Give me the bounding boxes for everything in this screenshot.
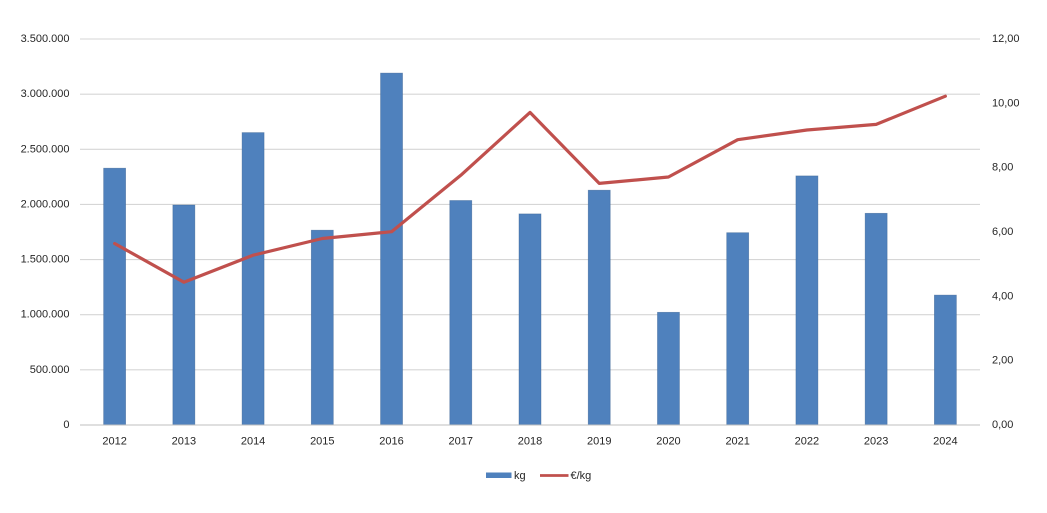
svg-text:0: 0: [63, 419, 69, 431]
svg-text:3.500.000: 3.500.000: [21, 33, 70, 45]
svg-text:2023: 2023: [864, 436, 888, 448]
svg-text:2016: 2016: [379, 436, 403, 448]
svg-text:0,00: 0,00: [992, 419, 1013, 431]
svg-text:1.000.000: 1.000.000: [21, 309, 70, 321]
svg-text:2022: 2022: [795, 436, 819, 448]
svg-text:8,00: 8,00: [992, 162, 1013, 174]
svg-text:1.500.000: 1.500.000: [21, 254, 70, 266]
svg-text:2,00: 2,00: [992, 355, 1013, 367]
svg-text:2024: 2024: [933, 436, 957, 448]
svg-text:12,00: 12,00: [992, 33, 1020, 45]
svg-text:2.500.000: 2.500.000: [21, 143, 70, 155]
svg-text:kg: kg: [514, 470, 526, 482]
svg-text:2015: 2015: [310, 436, 334, 448]
svg-text:2.000.000: 2.000.000: [21, 198, 70, 210]
svg-text:2017: 2017: [449, 436, 473, 448]
svg-text:2012: 2012: [102, 436, 126, 448]
svg-text:2013: 2013: [172, 436, 196, 448]
svg-text:2019: 2019: [587, 436, 611, 448]
svg-text:10,00: 10,00: [992, 97, 1020, 109]
svg-text:2021: 2021: [725, 436, 749, 448]
svg-text:2018: 2018: [518, 436, 542, 448]
svg-text:€/kg: €/kg: [571, 470, 592, 482]
svg-text:4,00: 4,00: [992, 290, 1013, 302]
svg-text:2020: 2020: [656, 436, 680, 448]
svg-text:500.000: 500.000: [30, 364, 70, 376]
svg-text:6,00: 6,00: [992, 226, 1013, 238]
svg-text:3.000.000: 3.000.000: [21, 88, 70, 100]
svg-text:2014: 2014: [241, 436, 265, 448]
